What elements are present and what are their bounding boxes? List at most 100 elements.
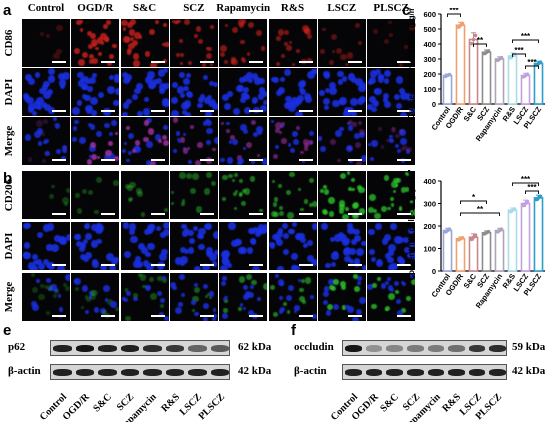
panel-label-f: f xyxy=(291,322,296,339)
scale-bar xyxy=(150,61,165,63)
significance-bracket xyxy=(512,39,539,43)
micrograph-tile xyxy=(367,171,416,219)
cell-dot xyxy=(395,103,402,109)
cell-dot xyxy=(341,76,348,82)
cell-dot xyxy=(161,98,169,106)
blot-band xyxy=(406,369,424,376)
significance-label: * xyxy=(472,193,476,202)
cell-dot xyxy=(195,160,201,165)
cell-dot xyxy=(170,201,175,206)
cell-dot xyxy=(368,206,374,213)
cell-dot xyxy=(178,302,183,307)
cell-dot xyxy=(77,71,84,79)
cell-dot xyxy=(250,228,256,234)
cell-dot xyxy=(101,310,108,316)
cell-dot xyxy=(400,308,406,314)
cell-dot xyxy=(257,93,265,100)
cell-dot xyxy=(331,50,335,54)
cell-dot xyxy=(157,69,165,77)
cell-dot xyxy=(238,192,243,197)
cell-dot xyxy=(284,69,292,77)
cell-dot xyxy=(409,241,416,248)
cell-dot xyxy=(179,246,186,253)
micrograph-tile xyxy=(71,117,120,165)
scale-bar xyxy=(249,110,264,112)
cell-dot xyxy=(131,40,138,47)
cell-dot xyxy=(143,136,149,143)
cell-dot xyxy=(74,48,81,55)
cell-dot xyxy=(257,296,261,301)
cell-dot xyxy=(198,233,204,240)
cell-dot xyxy=(146,223,155,232)
cell-dot xyxy=(251,279,257,286)
y-tick-label: 100 xyxy=(423,85,436,94)
cell-dot xyxy=(212,148,216,152)
cell-dot xyxy=(287,143,292,148)
cell-dot xyxy=(399,88,406,95)
cell-dot xyxy=(324,88,330,94)
cell-dot xyxy=(350,238,358,245)
cell-dot xyxy=(89,145,97,153)
cell-dot xyxy=(177,140,181,144)
cell-dot xyxy=(348,146,352,151)
micrograph-tile xyxy=(219,117,268,165)
cell-dot xyxy=(149,61,157,67)
cell-dot xyxy=(91,110,97,116)
cell-dot xyxy=(82,52,89,59)
bar xyxy=(442,74,453,105)
cell-dot xyxy=(65,233,70,241)
cell-dot xyxy=(197,39,203,44)
cell-dot xyxy=(221,93,229,101)
micrograph-tile xyxy=(367,273,416,321)
cell-dot xyxy=(87,189,94,195)
cell-dot xyxy=(277,265,284,270)
significance-label: *** xyxy=(521,32,531,41)
micrograph-tile xyxy=(120,222,169,270)
cell-dot xyxy=(129,235,138,244)
cell-dot xyxy=(238,76,245,83)
blot-band xyxy=(406,345,424,352)
cell-dot xyxy=(191,300,196,305)
cell-dot xyxy=(51,184,55,189)
cell-dot xyxy=(82,188,88,194)
cell-dot xyxy=(220,280,226,286)
cell-dot xyxy=(289,171,295,178)
micrograph-tile xyxy=(367,222,416,270)
cell-dot xyxy=(352,202,359,209)
cell-dot xyxy=(340,281,346,288)
cell-dot xyxy=(272,179,276,184)
cell-dot xyxy=(399,129,406,136)
cell-dot xyxy=(339,98,346,105)
cell-dot xyxy=(274,273,280,279)
cell-dot xyxy=(33,130,41,138)
cell-dot xyxy=(209,62,213,66)
cell-dot xyxy=(85,309,90,314)
cell-dot xyxy=(312,314,317,319)
cell-dot xyxy=(109,54,115,59)
cell-dot xyxy=(197,103,203,109)
cell-dot xyxy=(136,190,143,197)
data-point xyxy=(486,49,491,53)
column-header: OGD/R xyxy=(77,2,114,14)
cell-dot xyxy=(104,37,110,43)
cell-dot xyxy=(62,147,67,153)
cell-dot xyxy=(235,84,243,92)
data-point xyxy=(469,41,474,46)
cell-dot xyxy=(108,140,114,146)
cell-dot xyxy=(312,68,317,75)
cell-dot xyxy=(238,179,243,184)
scale-bar xyxy=(298,264,313,266)
cell-dot xyxy=(332,250,338,256)
cell-dot xyxy=(146,141,153,149)
micrograph-tile xyxy=(268,19,317,67)
cell-dot xyxy=(204,111,212,116)
cell-dot xyxy=(227,262,233,268)
cell-dot xyxy=(288,104,297,113)
cell-dot xyxy=(408,252,416,260)
cell-dot xyxy=(255,227,263,235)
cell-dot xyxy=(57,264,65,270)
cell-dot xyxy=(209,252,217,261)
cell-dot xyxy=(126,21,134,29)
scale-bar xyxy=(397,315,412,317)
cell-dot xyxy=(202,264,210,270)
